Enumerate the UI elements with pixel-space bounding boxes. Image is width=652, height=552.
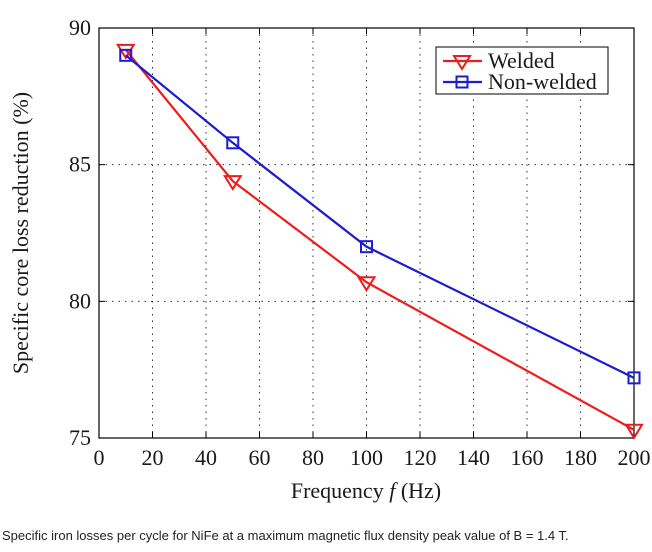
figure-caption: Specific iron losses per cycle for NiFe … [2, 528, 569, 543]
series-line-welded [124, 49, 635, 431]
x-tick-label: 0 [94, 445, 105, 470]
data-point-non-welded [226, 136, 240, 150]
data-point-non-welded [119, 48, 133, 62]
legend-marker-welded [452, 55, 472, 71]
series-welded [115, 43, 644, 440]
x-tick-label: 60 [249, 445, 271, 470]
x-tick-label: 120 [404, 445, 437, 470]
x-axis-ticks: 0 20 40 60 80 100 120 140 160 180 200 [94, 28, 651, 470]
line-chart: 0 20 40 60 80 100 120 140 160 180 200 75 80 85 90 Fre… [8, 15, 651, 503]
legend-entry-welded: Welded [443, 48, 555, 73]
legend-label-non-welded: Non-welded [488, 69, 597, 94]
x-tick-label: 160 [511, 445, 544, 470]
legend-box [435, 46, 609, 95]
y-tick-label: 80 [69, 288, 91, 313]
legend-entry-non-welded: Non-welded [443, 69, 597, 94]
legend-marker-non-welded [455, 75, 469, 89]
data-series [115, 43, 644, 440]
series-line-non-welded [125, 54, 635, 379]
x-tick-label: 180 [564, 445, 597, 470]
y-tick-label: 90 [69, 15, 91, 40]
x-tick-label: 20 [142, 445, 164, 470]
x-tick-label: 80 [302, 445, 324, 470]
y-axis-ticks: 75 80 85 90 [69, 15, 634, 450]
data-point-welded [356, 276, 377, 293]
x-tick-label: 40 [195, 445, 217, 470]
y-tick-label: 85 [69, 152, 91, 177]
legend-label-welded: Welded [488, 48, 555, 73]
data-point-non-welded [627, 371, 641, 385]
series-non-welded [119, 48, 641, 385]
x-axis-title: Frequency f (Hz) [291, 478, 441, 503]
data-point-welded [222, 175, 243, 191]
y-axis-title: Specific core loss reduction (%) [8, 92, 33, 374]
x-tick-label: 200 [618, 445, 651, 470]
grid-lines [99, 28, 634, 438]
x-tick-label: 140 [457, 445, 490, 470]
data-point-welded [115, 43, 136, 60]
data-point-welded [624, 423, 644, 440]
data-point-non-welded [360, 240, 373, 254]
y-tick-label: 75 [69, 425, 91, 450]
x-tick-label: 100 [350, 445, 383, 470]
